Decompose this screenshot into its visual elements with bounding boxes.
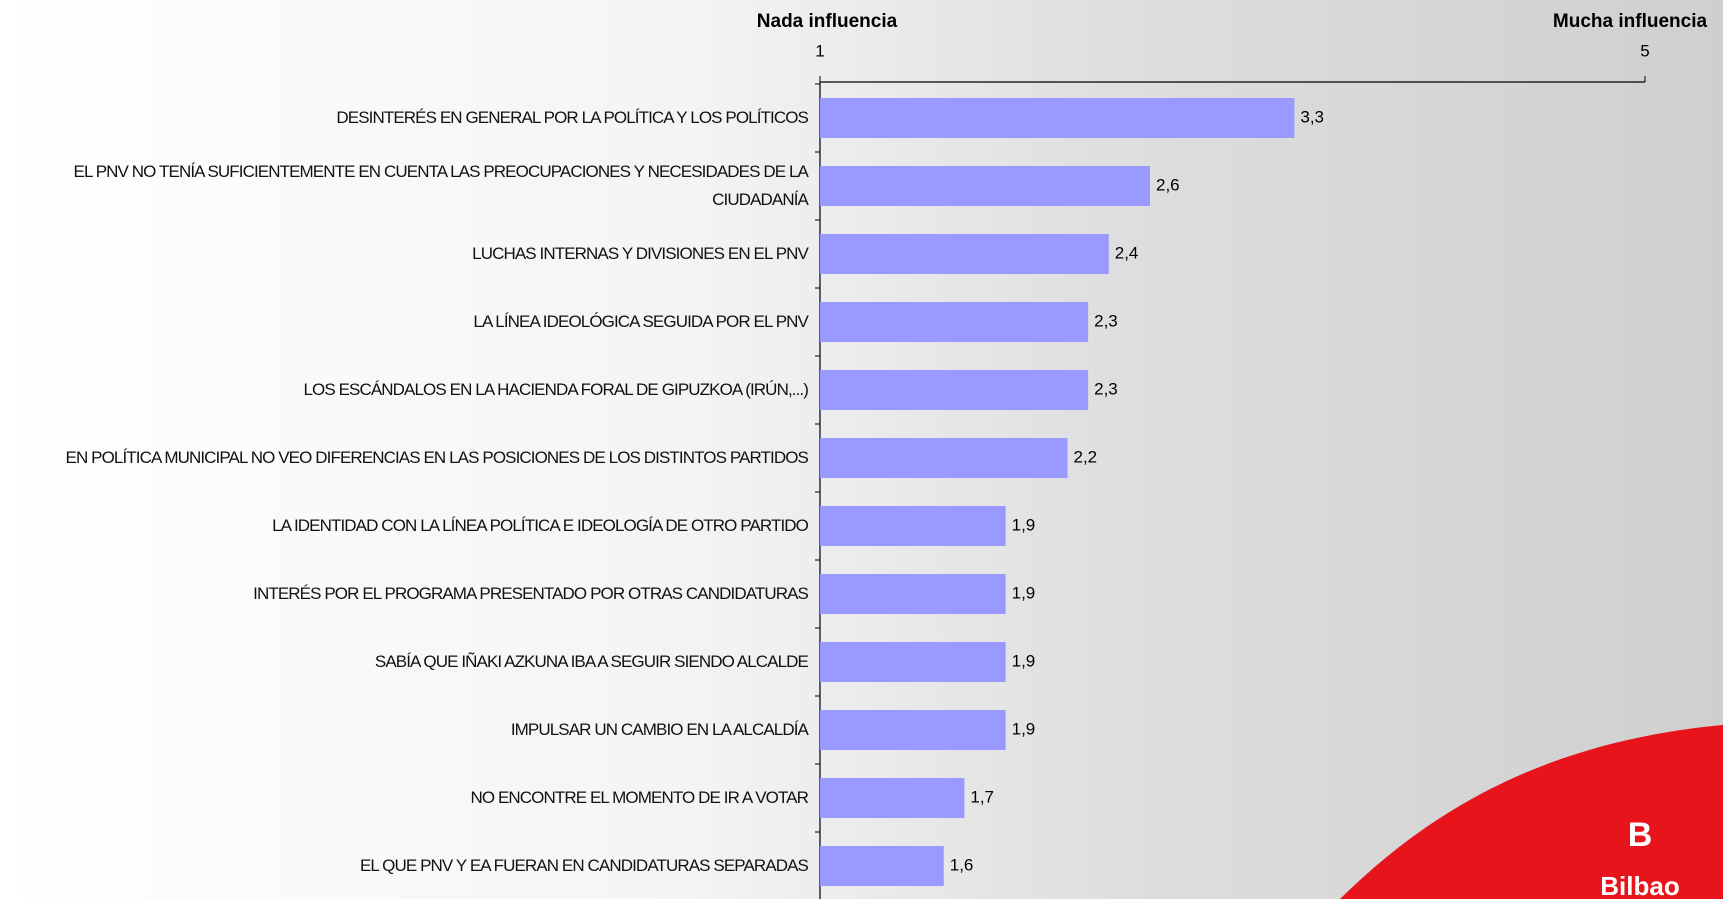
bar <box>820 370 1088 410</box>
x-label-left: Nada influencia <box>757 11 898 32</box>
value-label: 3,3 <box>1300 107 1324 126</box>
category-label: DESINTERÉS EN GENERAL POR LA POLÍTICA Y … <box>8 104 808 132</box>
bar <box>820 234 1109 274</box>
category-label: LA IDENTIDAD CON LA LÍNEA POLÍTICA E IDE… <box>8 512 808 540</box>
bar <box>820 710 1006 750</box>
category-label: LUCHAS INTERNAS Y DIVISIONES EN EL PNV <box>8 240 808 268</box>
value-label: 1,9 <box>1012 719 1036 738</box>
x-label-right: Mucha influencia <box>1553 11 1708 32</box>
value-label: 2,2 <box>1074 447 1098 466</box>
value-label: 2,3 <box>1094 379 1118 398</box>
logo-letter: B <box>1628 816 1653 854</box>
category-label: EL PNV NO TENÍA SUFICIENTEMENTE EN CUENT… <box>8 158 808 214</box>
category-label: LOS ESCÁNDALOS EN LA HACIENDA FORAL DE G… <box>8 376 808 404</box>
value-label: 1,9 <box>1012 583 1036 602</box>
bar <box>820 778 964 818</box>
logo-text: Bilbao <box>1600 871 1679 899</box>
value-label: 1,7 <box>970 787 994 806</box>
bar <box>820 846 944 886</box>
category-label: EN POLÍTICA MUNICIPAL NO VEO DIFERENCIAS… <box>8 444 808 472</box>
value-label: 1,6 <box>950 855 974 874</box>
bar <box>820 438 1068 478</box>
value-label: 1,9 <box>1012 515 1036 534</box>
page: B Bilbao Nada influencia Mucha influenci… <box>0 0 1723 899</box>
value-label: 1,9 <box>1012 651 1036 670</box>
bar <box>820 574 1006 614</box>
category-label: SABÍA QUE IÑAKI AZKUNA IBA A SEGUIR SIEN… <box>8 648 808 676</box>
category-label: IMPULSAR UN CAMBIO EN LA ALCALDÍA <box>8 716 808 744</box>
category-label: EL QUE PNV Y EA FUERAN EN CANDIDATURAS S… <box>8 852 808 880</box>
bar <box>820 98 1294 138</box>
bar <box>820 302 1088 342</box>
category-label: LA LÍNEA IDEOLÓGICA SEGUIDA POR EL PNV <box>8 308 808 336</box>
x-tick-label: 1 <box>815 41 824 60</box>
bar <box>820 166 1150 206</box>
x-tick-label: 5 <box>1640 41 1649 60</box>
bar <box>820 642 1006 682</box>
category-label: NO ENCONTRE EL MOMENTO DE IR A VOTAR <box>8 784 808 812</box>
value-label: 2,6 <box>1156 175 1180 194</box>
value-label: 2,3 <box>1094 311 1118 330</box>
category-label: INTERÉS POR EL PROGRAMA PRESENTADO POR O… <box>8 580 808 608</box>
bar <box>820 506 1006 546</box>
value-label: 2,4 <box>1115 243 1139 262</box>
